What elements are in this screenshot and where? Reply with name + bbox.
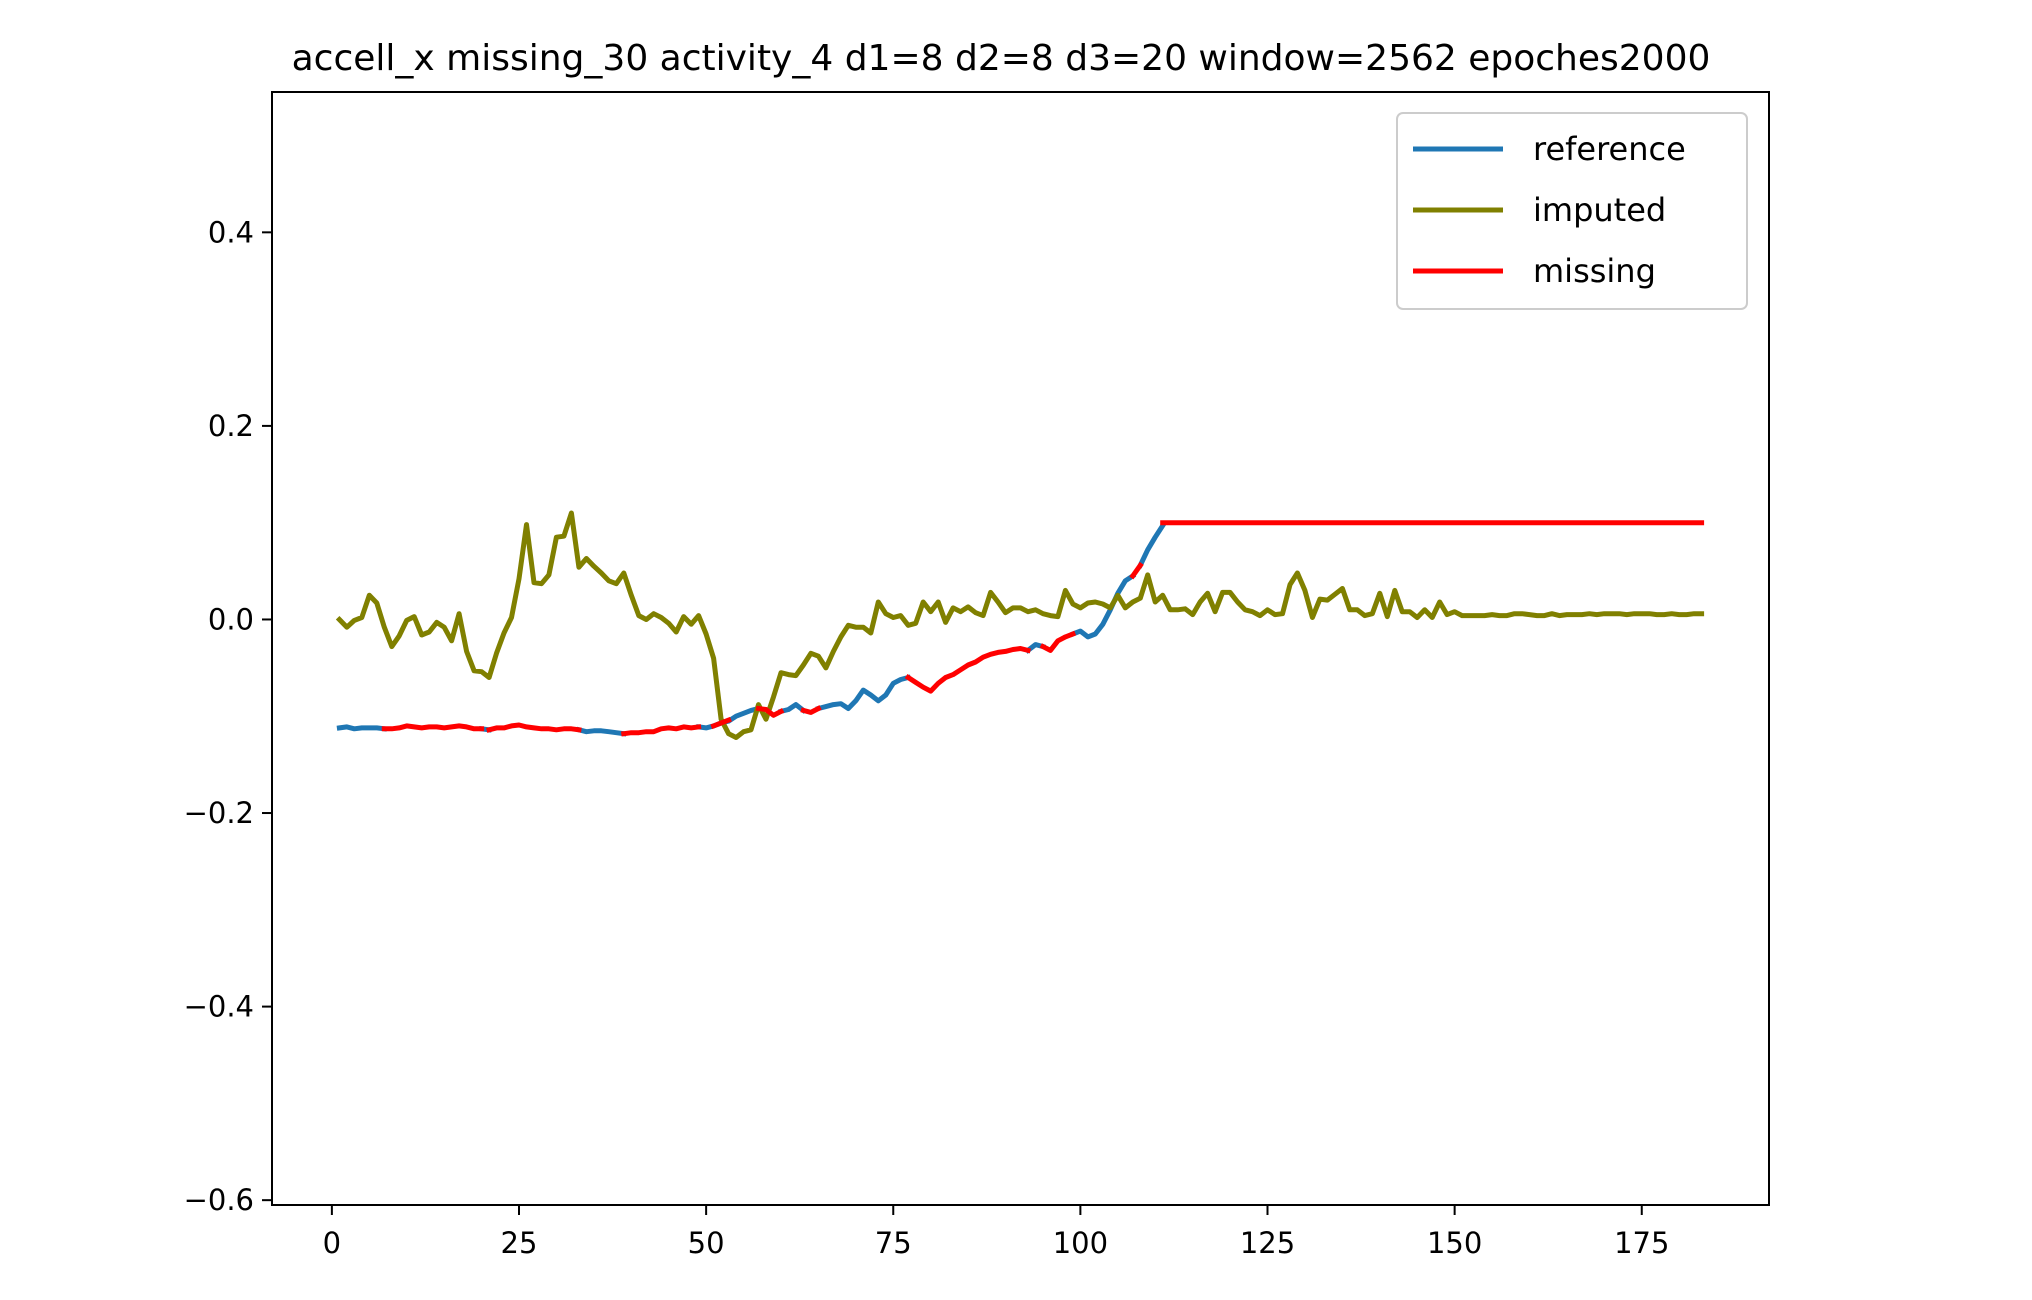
series-line-imputed: [335, 510, 1705, 740]
series-line-missing-seg-0: [381, 723, 485, 732]
x-tick-label: 75: [875, 1226, 912, 1260]
x-tick-label: 0: [323, 1226, 341, 1260]
y-tick-label: −0.2: [184, 796, 254, 830]
series-line-missing-seg-4: [755, 705, 785, 718]
y-tick-label: −0.6: [184, 1183, 254, 1217]
x-tick-label: 150: [1427, 1226, 1482, 1260]
series-line-missing-seg-3: [710, 716, 732, 730]
x-tick-label: 100: [1053, 1226, 1108, 1260]
y-axis: −0.6 −0.4 −0.2 0.0 0.2 0.4: [184, 215, 272, 1217]
series-line-missing-seg-7: [1039, 630, 1077, 653]
legend-box: [1396, 112, 1748, 310]
y-tick-label: 0.4: [208, 215, 254, 249]
x-tick-label: 125: [1240, 1226, 1295, 1260]
legend: reference imputed missing: [1396, 112, 1748, 310]
x-tick-label: 50: [688, 1226, 725, 1260]
series-line-missing-seg-5: [800, 705, 822, 715]
legend-label-reference: reference: [1533, 130, 1686, 168]
y-tick-label: −0.4: [184, 990, 254, 1024]
y-tick-label: 0.0: [208, 602, 254, 636]
legend-label-imputed: imputed: [1533, 191, 1666, 229]
series-line-reference-seg-7: [1069, 572, 1137, 640]
series-line-reference-seg-2: [575, 726, 627, 737]
series-line-missing-seg-6: [904, 646, 1032, 694]
y-tick-label: 0.2: [208, 409, 254, 443]
plot-area: [335, 510, 1705, 740]
series-line-missing-seg-8: [1129, 561, 1144, 580]
x-tick-label: 25: [501, 1226, 538, 1260]
x-tick-label: 175: [1614, 1226, 1669, 1260]
axes-frame: [271, 91, 1770, 1206]
series-line-reference-seg-5: [815, 674, 912, 712]
chart-title: accell_x missing_30 activity_4 d1=8 d2=8…: [292, 38, 1711, 79]
series-line-missing-seg-1: [486, 722, 582, 733]
series-line-reference-seg-4: [777, 702, 807, 715]
series-line-missing-seg-2: [620, 724, 702, 737]
series-line-reference-seg-8: [1136, 522, 1167, 569]
x-axis: 0 25 50 75 100 125 150 175: [323, 1205, 1669, 1260]
legend-label-missing: missing: [1533, 252, 1656, 290]
series-line-reference-seg-0: [336, 724, 388, 732]
